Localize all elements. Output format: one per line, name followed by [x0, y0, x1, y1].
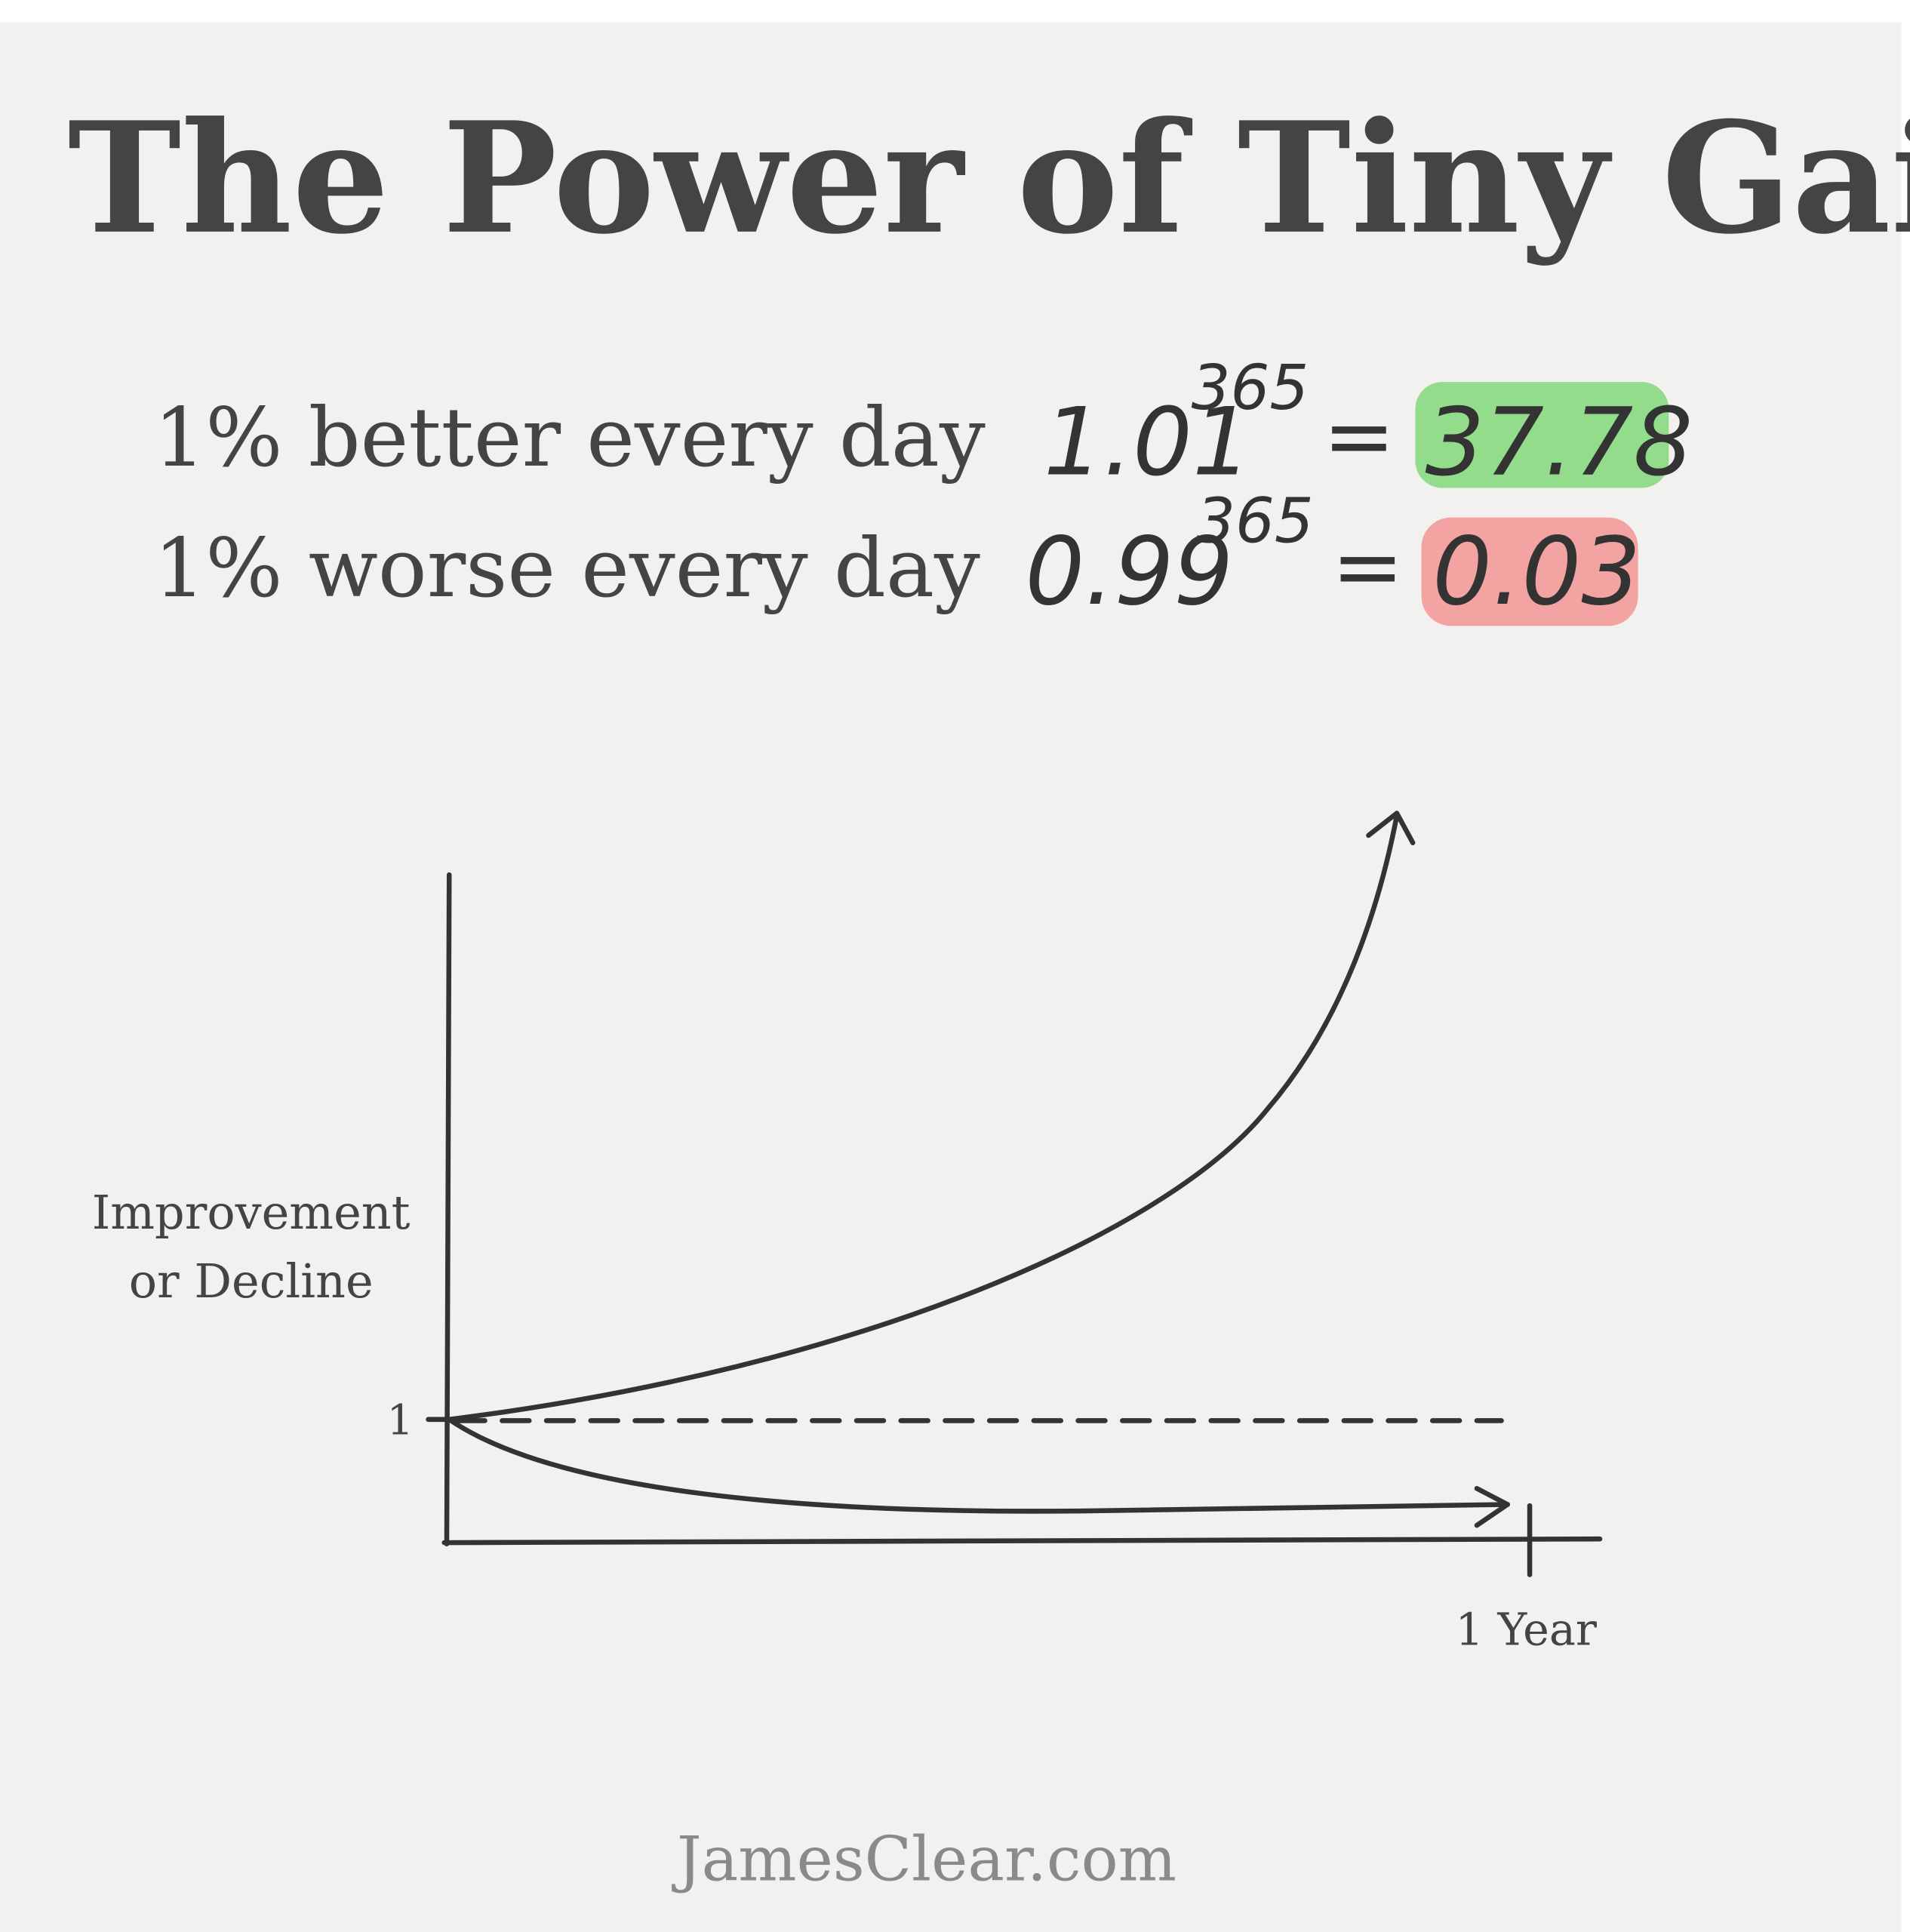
highlight-red [1421, 517, 1638, 626]
exponent: 365 [1196, 485, 1314, 557]
row-label: 1% better every day [154, 391, 986, 485]
footer: JamesClear.com [672, 1823, 1176, 1895]
result: 37.78 [1425, 389, 1693, 497]
arrow-head [1474, 1485, 1510, 1528]
equals: = [1323, 386, 1395, 486]
equals: = [1332, 516, 1404, 617]
title: The Power of Tiny Gains [68, 88, 1910, 268]
highlight-green [1415, 382, 1669, 488]
background [0, 22, 1902, 1932]
decline-curve [446, 1417, 1510, 1514]
base: 0.99 [1025, 518, 1233, 626]
x-tick-label: 1 Year [1455, 1604, 1597, 1656]
y-label: or Decline [129, 1254, 374, 1309]
result: 0.03 [1432, 518, 1641, 626]
exponent: 365 [1192, 352, 1309, 424]
y-label: Improvement [92, 1185, 411, 1240]
arrow-head [1366, 811, 1416, 845]
growth-curve [446, 813, 1400, 1423]
row-label: 1% worse every day [154, 521, 980, 616]
y-tick-label: 1 [387, 1396, 414, 1444]
base: 1.01 [1044, 389, 1252, 497]
x-axis [441, 1536, 1603, 1546]
y-axis [444, 872, 452, 1546]
